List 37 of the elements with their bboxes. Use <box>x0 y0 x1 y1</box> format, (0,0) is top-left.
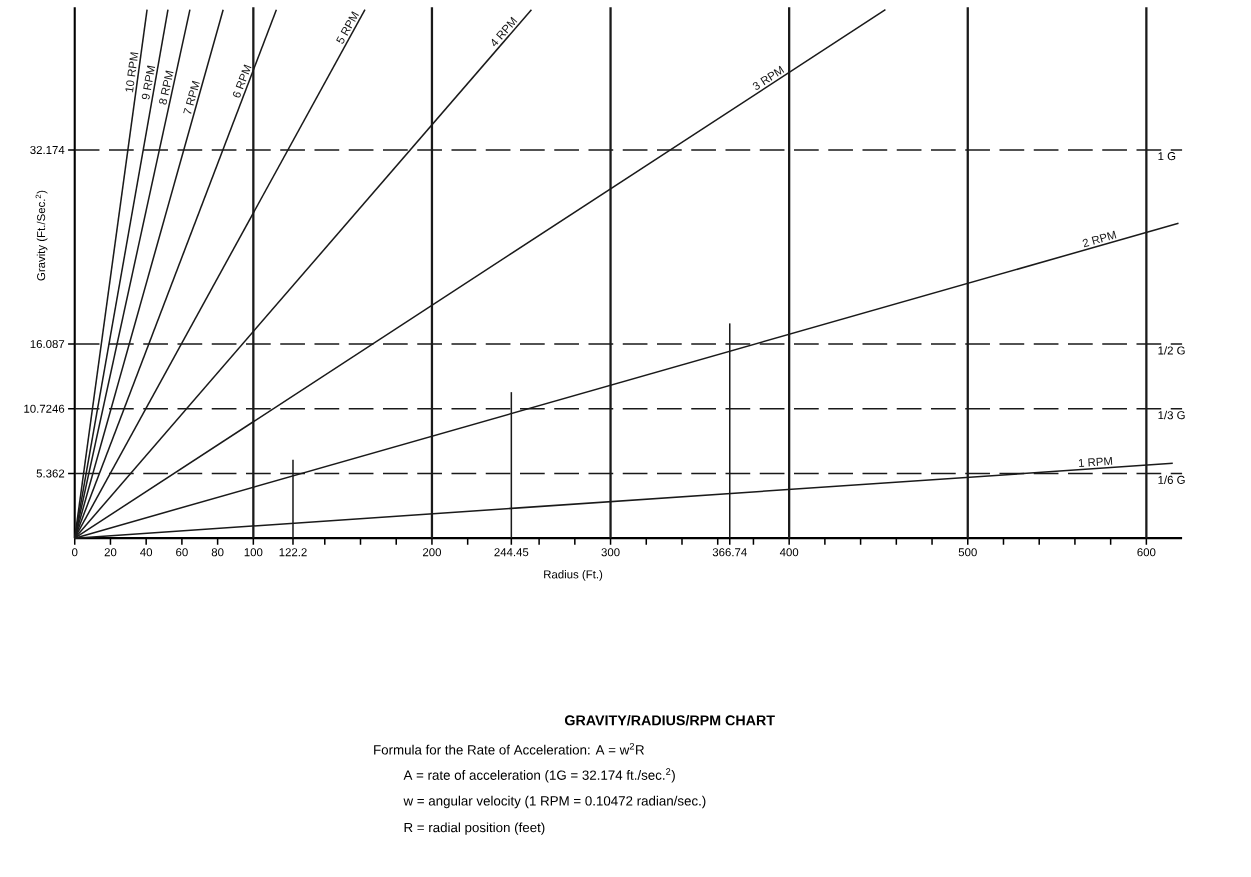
x-tick-label: 500 <box>958 548 977 557</box>
text: R = radial position (feet) <box>404 822 545 835</box>
y-axis-title: Gravity (Ft./Sec.$^{2}$) <box>35 190 48 281</box>
x-tick-label: 60 <box>176 548 188 557</box>
series-label: 1 RPM <box>1079 456 1113 467</box>
x-tick-label: 122.2 <box>279 548 307 557</box>
x-tick-label: 0 <box>72 548 78 557</box>
x-tick-label: 200 <box>422 548 442 557</box>
y-tick-label: 10.7246 <box>24 404 65 413</box>
ref-line-label: 1 G <box>1158 151 1176 161</box>
x-tick-label: 400 <box>779 548 799 557</box>
x-tick-label: 40 <box>140 548 153 557</box>
x-tick-label: 100 <box>244 548 263 557</box>
x-tick-label: 80 <box>211 548 224 557</box>
text: 9 RPM <box>141 65 156 100</box>
ref-line-label: 1/3 G <box>1158 410 1185 420</box>
text: 7 RPM <box>183 80 200 114</box>
text: 6 RPM <box>232 64 252 98</box>
y-tick-label: 32.174 <box>30 145 65 154</box>
text: A = rate of acceleration (1G = 32.174 ft./sec.$^{2}$) <box>403 768 675 783</box>
x-tick-label: 300 <box>601 548 620 557</box>
x-tick-label: 366.74 <box>712 548 747 557</box>
text: 8 RPM <box>159 70 174 105</box>
x-tick-label: 600 <box>1137 548 1156 557</box>
text: 10 RPM <box>125 52 139 93</box>
text: w = angular velocity (1 RPM = 0.10472 radian/sec.) <box>403 795 706 809</box>
y-tick-label: 16.087 <box>30 339 65 348</box>
x-tick-label: 244.45 <box>494 548 529 557</box>
x-axis-title: Radius (Ft.) <box>544 569 603 581</box>
ref-line-label: 1/6 G <box>1158 475 1185 484</box>
x-tick-label: 20 <box>104 548 117 557</box>
text: GRAVITY/RADIUS/RPM CHART <box>564 714 775 726</box>
text: Formula for the Rate of Acceleration: A = w$^{2}$R <box>374 742 644 755</box>
text: 2 RPM <box>1082 230 1117 248</box>
text: 5 RPM <box>336 11 359 44</box>
ref-line-label: 1/2 G <box>1158 346 1185 355</box>
y-tick-label: 5.362 <box>36 469 65 478</box>
